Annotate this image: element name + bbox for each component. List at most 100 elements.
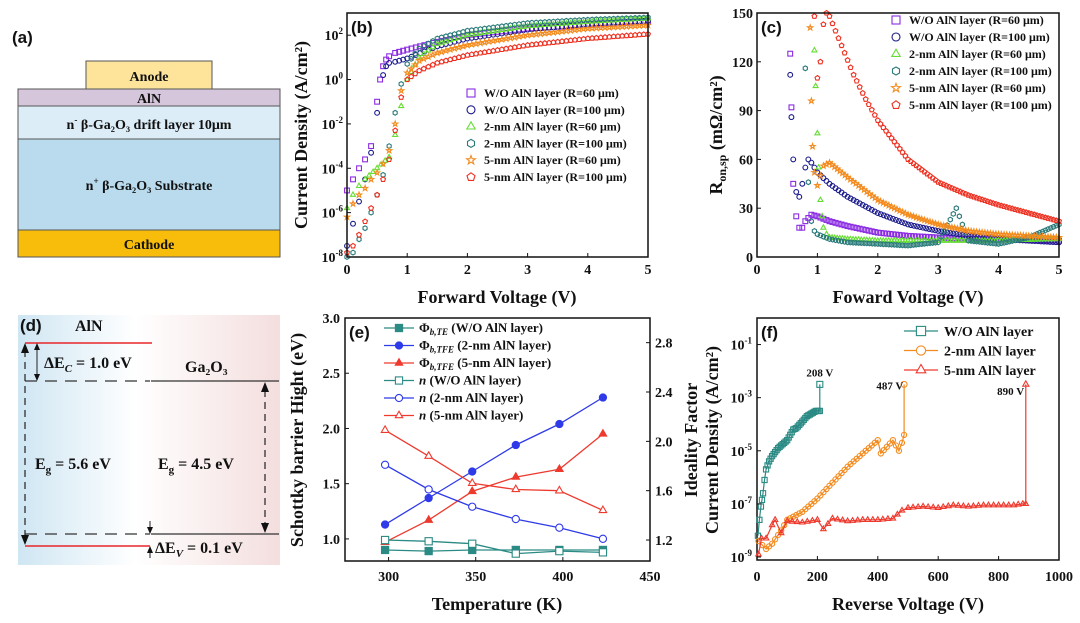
data-point [902, 242, 908, 249]
cathode-label: Cathode [124, 238, 175, 253]
data-point [380, 63, 387, 70]
y-tick-label: 30 [739, 202, 753, 217]
data-point [904, 503, 912, 510]
data-point [555, 419, 564, 429]
data-point [598, 548, 608, 557]
x-tick-label: 200 [807, 570, 828, 585]
data-point [374, 98, 381, 105]
legend-marker-icon [465, 120, 477, 130]
data-point [874, 515, 882, 522]
data-point [908, 222, 914, 229]
breakdown-point [1021, 379, 1030, 387]
y-tick-label: 10-7 [731, 495, 753, 513]
data-point [549, 27, 558, 37]
x-tick-label: 0 [344, 263, 351, 278]
data-point [818, 212, 826, 219]
data-point [1009, 237, 1015, 245]
data-point [934, 503, 942, 510]
data-point [541, 21, 549, 28]
data-point [811, 212, 818, 219]
data-point [1015, 236, 1021, 243]
data-point [356, 236, 362, 243]
data-point [355, 181, 363, 189]
data-point [823, 178, 830, 184]
aln-band-label: AlN [75, 318, 103, 335]
chart-f-annotations: 208 V 487 V 890 V [806, 367, 1024, 398]
data-point [813, 129, 821, 136]
legend-marker-icon [466, 105, 476, 115]
data-point [796, 224, 803, 231]
data-point [848, 516, 857, 523]
substrate-label: n+ β-Ga₂O₃ Substrate [86, 176, 213, 194]
chart-b-frame [346, 12, 649, 258]
data-point [950, 230, 957, 237]
data-point [838, 42, 845, 49]
y-right-tick-label: 2.4 [655, 386, 673, 401]
legend-label: 2-nm AlN layer (R=100 μm) [909, 64, 1052, 78]
data-point [787, 71, 794, 78]
data-point [790, 156, 797, 163]
data-point [468, 502, 477, 511]
chart-b-legend: W/O AlN layer (R=60 μm) W/O AlN layer (R=… [464, 86, 627, 184]
y-tick-label: 10-6 [322, 204, 344, 222]
y-tick-label: 10-1 [731, 336, 753, 354]
data-point [1048, 224, 1054, 232]
legend-label: W/O AlN layer (R=60 μm) [909, 13, 1044, 27]
y-tick-label: 2.0 [323, 422, 341, 437]
data-point [895, 447, 903, 454]
data-point [989, 500, 998, 508]
data-point [927, 240, 933, 247]
chart-e-frame [344, 317, 651, 562]
data-point [871, 208, 878, 215]
data-point [921, 240, 928, 247]
y-tick-label: 2.5 [323, 367, 341, 382]
data-point [891, 241, 897, 248]
y-tick-label: 102 [325, 26, 344, 44]
data-point [844, 239, 851, 246]
data-point [884, 514, 892, 522]
data-point [468, 467, 477, 476]
data-point [847, 195, 854, 202]
data-point [823, 9, 830, 16]
y-tick-label: 10-9 [731, 548, 753, 566]
data-point [924, 240, 930, 247]
data-point [1005, 500, 1013, 508]
x-tick-label: 1000 [1045, 570, 1073, 585]
data-point [895, 231, 902, 238]
data-point [877, 120, 884, 127]
legend-marker-icon [466, 172, 476, 181]
data-point [819, 223, 827, 230]
data-point [458, 41, 468, 50]
series-line [757, 384, 1027, 555]
data-point [802, 164, 809, 171]
data-point [861, 240, 867, 247]
legend-marker-icon [915, 345, 927, 356]
anode-label: Anode [130, 70, 169, 85]
data-point [865, 227, 872, 234]
data-point [433, 40, 441, 47]
x-tick-label: 3 [935, 263, 942, 278]
data-point [929, 503, 937, 510]
data-point [1006, 238, 1013, 245]
data-point [844, 193, 851, 200]
chart-f-panel-label: (f) [761, 323, 778, 342]
data-point [865, 205, 872, 212]
y-tick-label: 3.0 [323, 312, 341, 327]
data-point [850, 197, 857, 204]
data-point [1010, 500, 1018, 508]
legend-label: Φb,TE (W/O AlN layer) [419, 320, 543, 337]
legend-marker-icon [889, 81, 903, 94]
data-point [829, 219, 836, 225]
data-point [816, 407, 823, 415]
data-point [424, 493, 433, 503]
data-point [813, 180, 822, 190]
legend-marker-icon [915, 325, 927, 337]
data-point [969, 501, 978, 509]
data-point [758, 496, 766, 504]
data-point [979, 500, 988, 508]
data-point [862, 227, 869, 233]
data-point [919, 502, 927, 509]
data-point [847, 64, 854, 71]
chart-c-legend: W/O AlN layer (R=60 μm) W/O AlN layer (R=… [889, 13, 1052, 112]
legend-marker-icon [394, 393, 404, 403]
